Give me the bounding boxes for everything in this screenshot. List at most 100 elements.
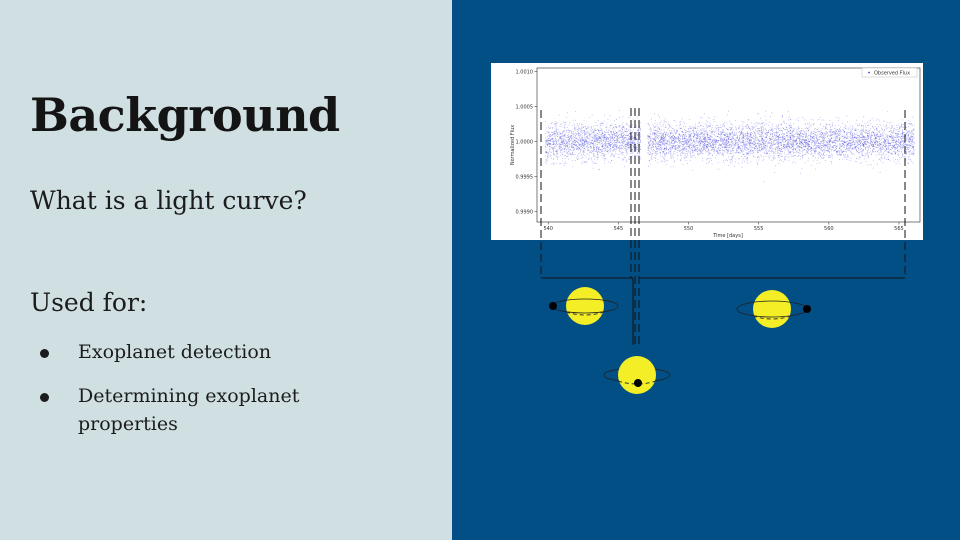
flux-point xyxy=(582,147,584,149)
flux-point xyxy=(726,134,728,136)
flux-point xyxy=(848,150,850,151)
flux-point xyxy=(568,139,570,140)
flux-point xyxy=(560,154,561,156)
flux-point xyxy=(800,140,802,142)
flux-point xyxy=(626,151,628,153)
flux-point xyxy=(683,121,684,123)
flux-point xyxy=(627,130,628,132)
flux-point xyxy=(677,142,678,143)
flux-point xyxy=(603,150,605,152)
slide-title: Background xyxy=(30,88,340,142)
flux-point xyxy=(625,151,627,153)
flux-point xyxy=(596,134,598,136)
flux-point xyxy=(845,127,847,129)
flux-point xyxy=(868,152,870,154)
flux-point xyxy=(615,127,617,128)
flux-point xyxy=(558,144,560,146)
flux-point xyxy=(597,154,599,155)
flux-point xyxy=(724,125,726,126)
flux-point xyxy=(637,152,639,154)
flux-point xyxy=(740,140,742,142)
flux-point xyxy=(803,131,805,133)
flux-point xyxy=(823,145,825,147)
flux-point xyxy=(609,135,610,137)
flux-point xyxy=(873,143,875,144)
flux-point xyxy=(895,147,897,149)
bullet-dot xyxy=(40,393,49,402)
flux-point xyxy=(577,142,579,144)
flux-point xyxy=(647,153,649,154)
flux-point xyxy=(586,153,588,155)
flux-point xyxy=(674,153,676,155)
flux-point xyxy=(561,138,563,140)
flux-point xyxy=(548,126,550,128)
flux-point xyxy=(817,144,819,146)
flux-point xyxy=(583,133,585,135)
flux-point xyxy=(769,136,770,137)
flux-point xyxy=(549,139,551,141)
flux-point xyxy=(911,160,913,162)
flux-point xyxy=(607,150,609,152)
flux-point xyxy=(562,131,564,133)
flux-point xyxy=(875,137,876,139)
flux-point xyxy=(553,133,554,135)
flux-point xyxy=(548,138,550,140)
flux-point xyxy=(895,152,897,153)
flux-point xyxy=(549,134,551,136)
flux-point xyxy=(636,132,637,134)
flux-point xyxy=(647,139,649,141)
flux-point xyxy=(780,148,782,150)
flux-point xyxy=(601,149,603,151)
flux-point xyxy=(563,143,565,144)
flux-point xyxy=(593,154,595,156)
flux-point xyxy=(830,130,832,132)
flux-point xyxy=(605,145,607,147)
flux-point xyxy=(684,146,686,147)
flux-point xyxy=(799,135,801,137)
flux-point xyxy=(613,139,615,141)
flux-point xyxy=(653,150,655,151)
flux-point xyxy=(904,131,906,133)
flux-point xyxy=(800,156,802,157)
flux-point xyxy=(571,160,573,162)
flux-point xyxy=(900,136,902,137)
flux-point xyxy=(614,140,616,142)
flux-point xyxy=(585,128,587,130)
flux-point xyxy=(669,136,671,138)
flux-point xyxy=(629,157,631,159)
flux-point xyxy=(829,143,831,145)
flux-point xyxy=(874,129,876,131)
flux-point xyxy=(780,144,782,146)
flux-point xyxy=(719,149,721,151)
flux-point xyxy=(818,119,820,120)
flux-point xyxy=(845,125,847,127)
flux-point xyxy=(584,130,586,132)
flux-point xyxy=(562,132,564,134)
flux-point xyxy=(638,151,640,153)
flux-point xyxy=(742,148,744,150)
flux-point xyxy=(884,138,886,140)
flux-point xyxy=(572,119,574,121)
flux-point xyxy=(585,139,587,141)
flux-point xyxy=(571,138,573,140)
flux-point xyxy=(559,137,561,139)
flux-point xyxy=(737,137,739,139)
flux-point xyxy=(621,133,623,135)
flux-point xyxy=(603,138,605,140)
flux-point xyxy=(614,134,616,136)
flux-point xyxy=(735,138,737,140)
flux-point xyxy=(547,145,549,146)
flux-point xyxy=(622,129,623,131)
flux-point xyxy=(829,125,831,127)
flux-point xyxy=(833,149,835,151)
flux-point xyxy=(858,136,859,138)
flux-point xyxy=(817,147,819,149)
flux-point xyxy=(579,152,581,154)
flux-point xyxy=(576,148,578,150)
flux-point xyxy=(583,129,585,131)
flux-point xyxy=(624,143,626,145)
flux-point xyxy=(818,134,820,135)
flux-point xyxy=(591,131,593,133)
flux-point xyxy=(909,132,911,134)
flux-point xyxy=(629,142,631,144)
